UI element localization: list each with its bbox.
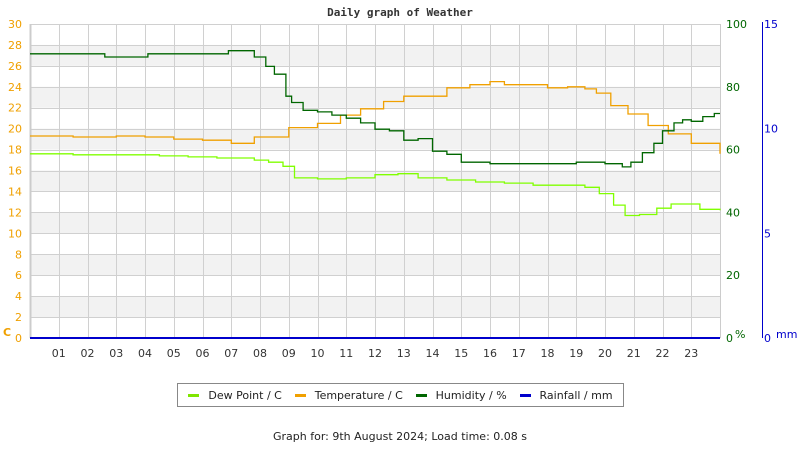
temperature-tick: 28: [8, 39, 22, 52]
temperature-tick: 14: [8, 185, 22, 198]
humidity-axis-unit: %: [735, 328, 745, 341]
horizontal-gridlines: [30, 24, 720, 339]
humidity-tick: 80: [726, 81, 740, 94]
temperature-tick: 16: [8, 165, 22, 178]
hour-tick: 16: [483, 347, 497, 360]
hour-tick: 18: [541, 347, 555, 360]
temperature-tick: 8: [15, 248, 22, 261]
legend-label: Dew Point / C: [208, 388, 282, 402]
hour-tick: 20: [598, 347, 612, 360]
rainfall-tick: 10: [764, 123, 778, 136]
legend-item-temperature: Temperature / C: [294, 388, 403, 402]
legend-item-dew-point: Dew Point / C: [188, 388, 282, 402]
temperature-tick: 20: [8, 123, 22, 136]
rainfall-tick: 5: [764, 227, 771, 240]
humidity-tick: 100: [726, 18, 747, 31]
hour-tick: 22: [656, 347, 670, 360]
temperature-tick: 0: [15, 332, 22, 345]
legend-item-humidity: Humidity / %: [415, 388, 507, 402]
hour-axis-ticks: 01 02 03 04 05 06 07 08 09 10 11 12 13 14 15 16 17 18 19 20…: [52, 347, 699, 360]
rainfall-swatch-icon: [519, 393, 531, 397]
humidity-axis-ticks: 0 20 40 60 80 100: [726, 18, 747, 345]
legend-label: Temperature / C: [314, 388, 403, 402]
temperature-tick: 10: [8, 227, 22, 240]
legend-label: Humidity / %: [435, 388, 507, 402]
vertical-gridlines: [59, 24, 692, 338]
humidity-tick: 40: [726, 206, 740, 219]
hour-tick: 02: [81, 347, 95, 360]
rainfall-tick: 0: [764, 332, 771, 345]
graph-footer: Graph for: 9th August 2024; Load time: 0…: [273, 430, 527, 443]
temperature-swatch-icon: [294, 393, 306, 397]
temperature-tick: 2: [15, 311, 22, 324]
dew-point-swatch-icon: [188, 393, 200, 397]
humidity-tick: 20: [726, 269, 740, 282]
hour-tick: 05: [167, 347, 181, 360]
temperature-tick: 18: [8, 144, 22, 157]
hour-tick: 01: [52, 347, 66, 360]
temperature-tick: 12: [8, 206, 22, 219]
humidity-line: [30, 50, 720, 168]
legend-label: Rainfall / mm: [539, 388, 613, 402]
legend-item-rainfall: Rainfall / mm: [519, 388, 613, 402]
temperature-tick: 24: [8, 81, 22, 94]
hour-tick: 19: [569, 347, 583, 360]
temperature-line: [30, 80, 721, 154]
temperature-tick: 22: [8, 102, 22, 115]
hour-tick: 21: [627, 347, 641, 360]
rainfall-axis-ticks: 0 5 10 15: [764, 18, 778, 345]
hour-tick: 11: [339, 347, 353, 360]
temperature-axis-unit: C: [3, 326, 11, 339]
chart-title: Daily graph of Weather: [327, 6, 473, 19]
series-lines: [30, 50, 721, 339]
hour-tick: 10: [311, 347, 325, 360]
rainfall-tick: 15: [764, 18, 778, 31]
hour-tick: 09: [282, 347, 296, 360]
hour-tick: 14: [426, 347, 440, 360]
hour-tick: 03: [109, 347, 123, 360]
hour-tick: 06: [196, 347, 210, 360]
humidity-swatch-icon: [415, 393, 427, 397]
hour-tick: 15: [454, 347, 468, 360]
hour-tick: 17: [512, 347, 526, 360]
hour-tick: 12: [368, 347, 382, 360]
temperature-tick: 26: [8, 60, 22, 73]
humidity-tick: 60: [726, 144, 740, 157]
temperature-tick: 4: [15, 290, 22, 303]
hour-tick: 08: [253, 347, 267, 360]
hour-tick: 04: [138, 347, 152, 360]
temperature-tick: 30: [8, 18, 22, 31]
temperature-tick: 6: [15, 269, 22, 282]
hour-tick: 13: [397, 347, 411, 360]
chart-legend: Dew Point / C Temperature / C Humidity /…: [177, 383, 624, 407]
humidity-tick: 0: [726, 332, 733, 345]
dew-point-line: [30, 153, 721, 217]
hour-tick: 23: [684, 347, 698, 360]
hour-tick: 07: [224, 347, 238, 360]
rainfall-axis-unit: mm: [776, 328, 797, 341]
